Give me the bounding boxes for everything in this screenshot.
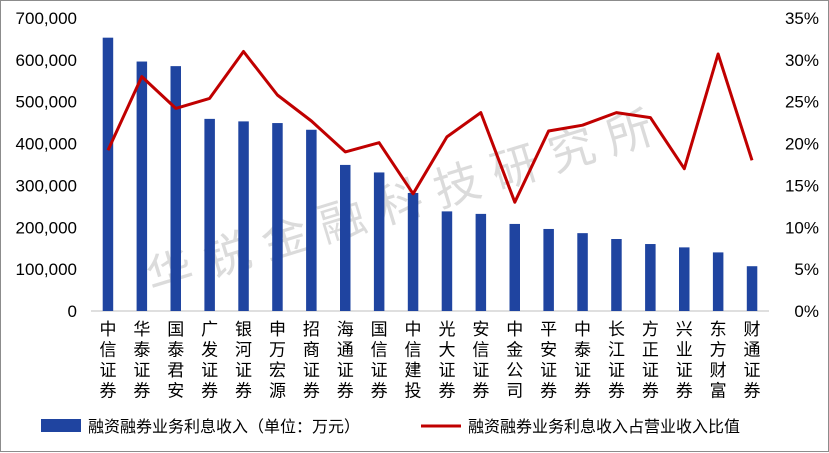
ratio-line-series [106,50,754,204]
bar [170,66,181,311]
category-label: 平安证券 [540,320,557,402]
category-label: 光大证券 [438,320,455,402]
left-tick-label: 200,000 [16,218,77,237]
category-label: 华泰证券 [133,320,150,402]
bar [441,211,453,311]
watermark: 华锐金融科技研究所 [140,96,672,306]
category-label: 招商证券 [303,320,320,402]
left-tick-label: 400,000 [16,135,77,154]
bar-series [102,37,758,312]
bar [272,123,283,311]
bar [238,121,249,311]
right-tick-label: 25% [785,93,819,112]
category-label: 广发证券 [201,320,218,402]
category-label: 银河证券 [235,320,252,402]
category-label: 东方财富 [710,320,727,402]
category-label: 国信证券 [371,320,388,402]
bar [645,244,656,311]
category-label: 中泰证券 [574,320,591,402]
category-label: 中信建投 [405,320,422,402]
bar [712,252,724,311]
right-tick-label: 30% [785,51,819,70]
bar [509,223,520,311]
bar [746,266,758,311]
bar [679,247,690,311]
category-label: 长江证券 [608,320,625,402]
bar [407,192,419,311]
right-tick-label: 10% [785,218,819,237]
left-tick-label: 500,000 [16,93,77,112]
left-tick-label: 300,000 [16,176,77,195]
bar [102,37,114,312]
bar [306,129,317,311]
bar [373,172,385,311]
category-labels: 中信证券华泰证券国泰君安广发证券银河证券申万宏源招商证券海通证券国信证券中信建投… [99,320,760,402]
category-label: 财通证券 [744,320,761,402]
right-tick-label: 5% [794,260,819,279]
bar [204,118,215,311]
bar [543,228,554,311]
legend-bar-swatch [41,419,81,432]
bar [611,239,622,311]
right-tick-label: 0% [794,302,819,321]
left-tick-label: 100,000 [16,260,77,279]
legend-bar-label: 融资融券业务利息收入（单位：万元） [88,417,360,436]
right-axis-ticks: 0% 5% 10% 15% 20% 25% 30% 35% [785,9,819,321]
bar [136,61,148,311]
bar [475,213,487,311]
watermark-text: 华锐金融科技研究所 [140,96,672,306]
left-tick-label: 700,000 [16,9,77,28]
legend-line-label: 融资融券业务利息收入占营业收入比值 [468,417,740,436]
left-axis-ticks: 0 100,000 200,000 300,000 400,000 500,000 600,… [16,9,77,321]
right-tick-label: 20% [785,135,819,154]
category-label: 方正证券 [642,320,659,402]
category-label: 中金公司 [506,320,523,402]
category-label: 申万宏源 [269,320,286,402]
category-label: 兴业证券 [676,320,693,402]
left-tick-label: 600,000 [16,51,77,70]
right-tick-label: 35% [785,9,819,28]
category-label: 国泰君安 [167,320,184,402]
bar [577,233,588,311]
category-label: 海通证券 [337,320,354,402]
category-label: 安信证券 [472,320,489,402]
category-label: 中信证券 [99,320,116,402]
legend: 融资融券业务利息收入（单位：万元） 融资融券业务利息收入占营业收入比值 [41,417,740,436]
left-tick-label: 0 [68,302,77,321]
right-tick-label: 15% [785,176,819,195]
bar [340,164,351,311]
